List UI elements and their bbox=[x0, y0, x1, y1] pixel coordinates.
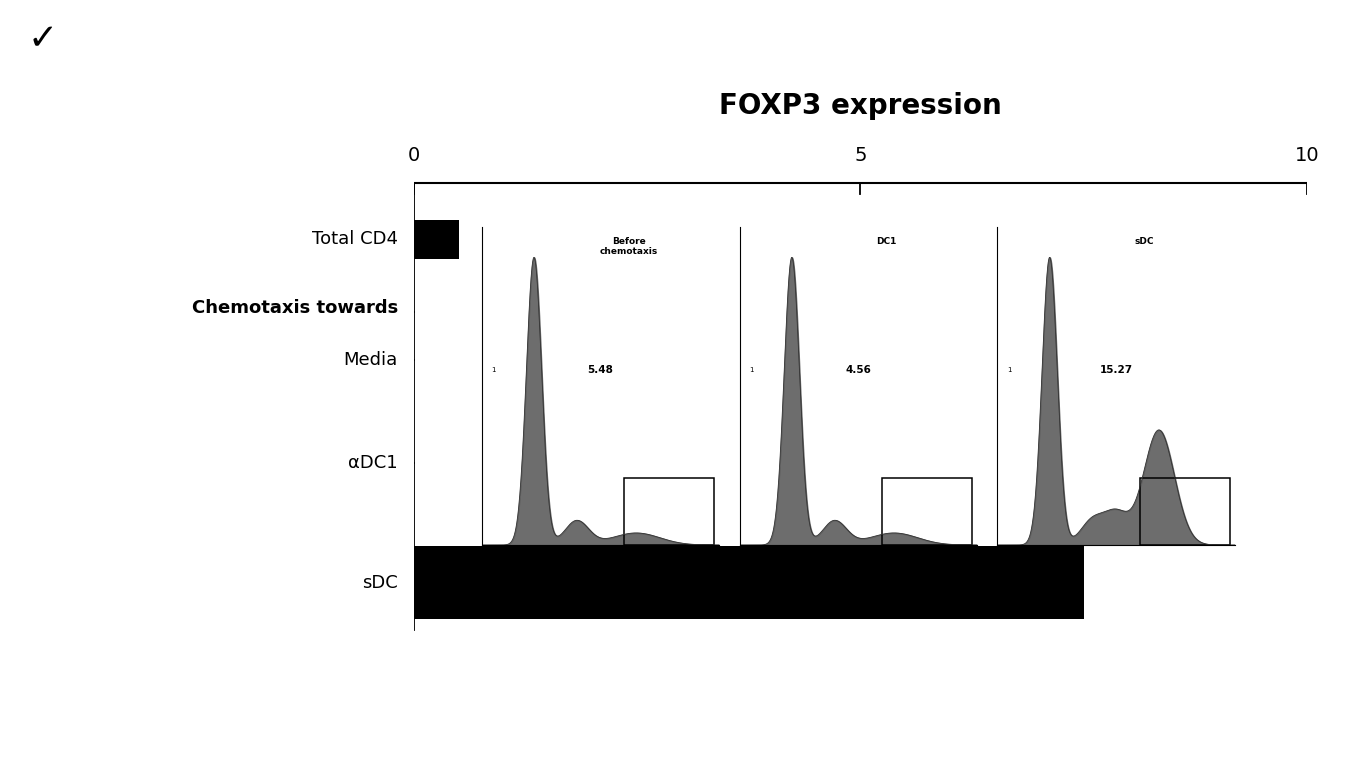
Text: 5.48: 5.48 bbox=[588, 365, 613, 375]
Text: DC1: DC1 bbox=[877, 237, 897, 245]
Text: 10: 10 bbox=[1295, 145, 1319, 164]
Text: Media: Media bbox=[343, 350, 398, 369]
Text: FOXP3 expression: FOXP3 expression bbox=[719, 92, 1001, 120]
Text: sDC: sDC bbox=[362, 574, 398, 592]
Text: Before
chemotaxis: Before chemotaxis bbox=[600, 237, 658, 256]
Text: 1: 1 bbox=[491, 367, 495, 373]
Text: 15.27: 15.27 bbox=[1099, 365, 1133, 375]
Bar bbox=[624, 478, 715, 545]
Bar bbox=[1140, 478, 1229, 545]
Text: 4.56: 4.56 bbox=[845, 365, 871, 375]
Bar bbox=[414, 220, 459, 259]
Text: 0: 0 bbox=[407, 145, 421, 164]
Text: αDC1: αDC1 bbox=[349, 453, 398, 472]
Text: 1: 1 bbox=[749, 367, 753, 373]
Text: FOXP3-PE: FOXP3-PE bbox=[825, 556, 892, 570]
Text: Chemotaxis towards: Chemotaxis towards bbox=[191, 299, 398, 317]
Bar bbox=[882, 478, 972, 545]
Text: ✓: ✓ bbox=[27, 23, 57, 57]
Bar bbox=[414, 546, 1084, 619]
Text: 1: 1 bbox=[1007, 367, 1011, 373]
Text: sDC: sDC bbox=[1134, 237, 1155, 245]
Text: Total CD4: Total CD4 bbox=[312, 230, 398, 248]
Text: 5: 5 bbox=[854, 145, 867, 164]
